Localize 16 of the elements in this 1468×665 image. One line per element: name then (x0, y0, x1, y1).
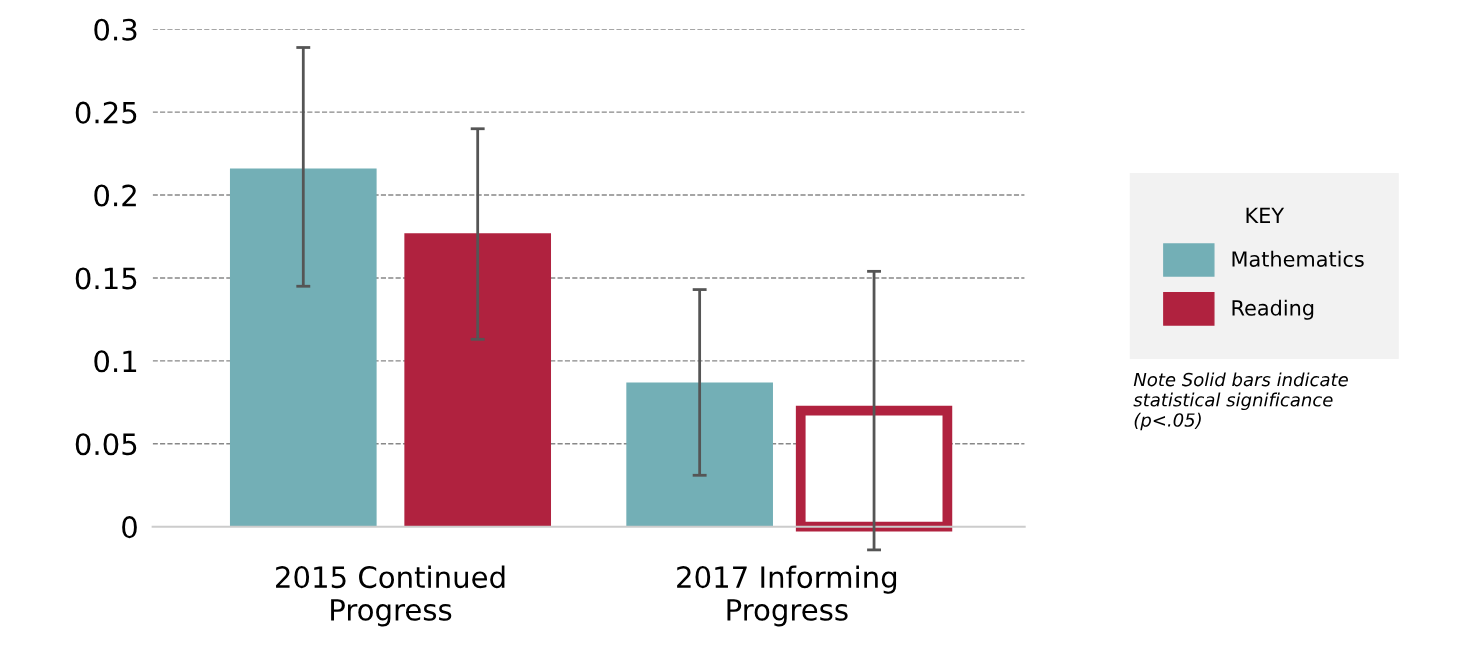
x-tick-label: 2015 Continued Progress (276, 565, 505, 627)
y-tick-label: 0.3 (94, 18, 137, 41)
y-tick-label: 0.25 (75, 101, 137, 124)
y-tick-label: 0.1 (94, 350, 137, 373)
legend-label: Reading (1232, 299, 1314, 320)
legend-label: Mathematics (1232, 250, 1364, 267)
y-tick-label: 0.05 (75, 433, 137, 456)
y-tick-label: 0.2 (94, 184, 136, 207)
text: Note Solid bars indicate statistical significance (p<.05) (1133, 372, 1348, 431)
legend-title: KEY (1246, 207, 1285, 223)
x-tick-label: 2017 Informing Progress (677, 565, 897, 627)
y-tick-label: 0.15 (75, 267, 137, 290)
bar (229, 168, 377, 527)
bar (626, 382, 773, 527)
bar (404, 233, 552, 527)
y-tick-label: 0 (122, 516, 137, 539)
